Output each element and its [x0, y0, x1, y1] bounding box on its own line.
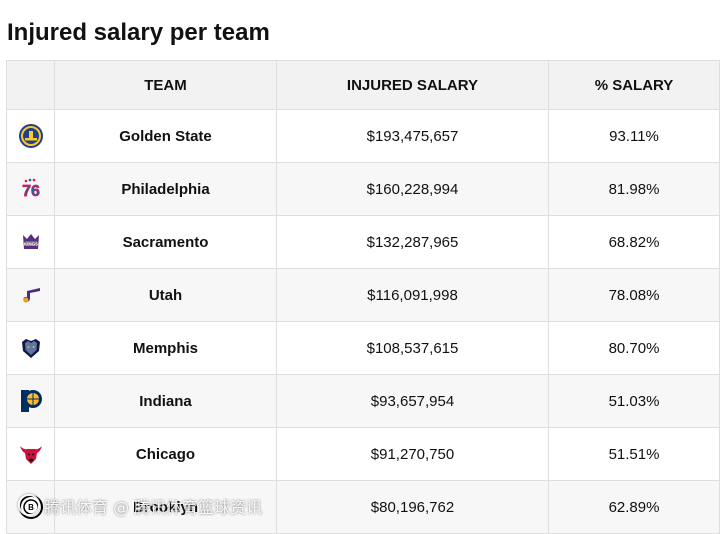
pct-salary-value: 68.82%	[548, 215, 720, 269]
table-row: Golden State $193,475,657 93.11%	[6, 109, 720, 163]
table-row: KINGS Sacramento $132,287,965 68.82%	[6, 215, 720, 269]
team-logo-cell: 76 76	[6, 162, 55, 216]
injured-salary-value: $116,091,998	[276, 268, 549, 322]
header-pct-salary[interactable]: % SALARY	[548, 60, 720, 110]
team-name: Golden State	[54, 109, 277, 163]
header-injured-salary[interactable]: INJURED SALARY	[276, 60, 549, 110]
team-logo-cell	[6, 321, 55, 375]
pct-salary-value: 51.03%	[548, 374, 720, 428]
table-row: Utah $116,091,998 78.08%	[6, 268, 720, 322]
grizzlies-logo-icon	[21, 339, 40, 358]
injured-salary-value: $108,537,615	[276, 321, 549, 375]
watermark: 腾讯体育 @ 腾讯体育篮球资讯	[18, 494, 262, 518]
page-title: Injured salary per team	[7, 19, 270, 46]
pct-salary-value: 80.70%	[548, 321, 720, 375]
table-row: Indiana $93,657,954 51.03%	[6, 374, 720, 428]
team-name: Indiana	[54, 374, 277, 428]
team-name: Utah	[54, 268, 277, 322]
injured-salary-value: $91,270,750	[276, 427, 549, 481]
pacers-logo-icon	[20, 390, 42, 412]
team-logo-cell	[6, 268, 55, 322]
bulls-logo-icon	[19, 446, 42, 464]
team-name: Chicago	[54, 427, 277, 481]
team-name: Philadelphia	[54, 162, 277, 216]
header-logo	[6, 60, 55, 110]
injured-salary-value: $160,228,994	[276, 162, 549, 216]
watermark-logo-icon	[18, 494, 40, 516]
watermark-text: 腾讯体育 @ 腾讯体育篮球资讯	[44, 498, 263, 517]
team-name: Brooklyn	[54, 480, 277, 534]
injured-salary-value: $193,475,657	[276, 109, 549, 163]
header-team[interactable]: TEAM	[54, 60, 277, 110]
svg-text:KINGS: KINGS	[23, 242, 37, 247]
team-name: Memphis	[54, 321, 277, 375]
table-row: B Brooklyn $80,196,762 62.89%	[6, 480, 720, 534]
kings-logo-icon: KINGS	[22, 234, 39, 249]
warriors-logo-icon	[18, 124, 43, 148]
svg-text:76: 76	[22, 183, 40, 200]
76ers-logo-icon: 76 76	[21, 178, 40, 200]
pct-salary-value: 51.51%	[548, 427, 720, 481]
jazz-logo-icon	[22, 288, 40, 303]
team-logo-cell	[6, 109, 55, 163]
table-row: Chicago $91,270,750 51.51%	[6, 427, 720, 481]
table-header-row: TEAM INJURED SALARY % SALARY	[6, 60, 720, 110]
injured-salary-value: $80,196,762	[276, 480, 549, 534]
team-logo-cell: KINGS	[6, 215, 55, 269]
table-row: Memphis $108,537,615 80.70%	[6, 321, 720, 375]
team-name: Sacramento	[54, 215, 277, 269]
injured-salary-table: TEAM INJURED SALARY % SALARY Golden Stat…	[6, 60, 720, 534]
table-row: 76 76 Philadelphia $160,228,994 81.98%	[6, 162, 720, 216]
pct-salary-value: 81.98%	[548, 162, 720, 216]
pct-salary-value: 78.08%	[548, 268, 720, 322]
pct-salary-value: 93.11%	[548, 109, 720, 163]
injured-salary-value: $93,657,954	[276, 374, 549, 428]
svg-text:76: 76	[22, 183, 40, 200]
team-logo-cell	[6, 374, 55, 428]
pct-salary-value: 62.89%	[548, 480, 720, 534]
injured-salary-value: $132,287,965	[276, 215, 549, 269]
team-logo-cell	[6, 427, 55, 481]
